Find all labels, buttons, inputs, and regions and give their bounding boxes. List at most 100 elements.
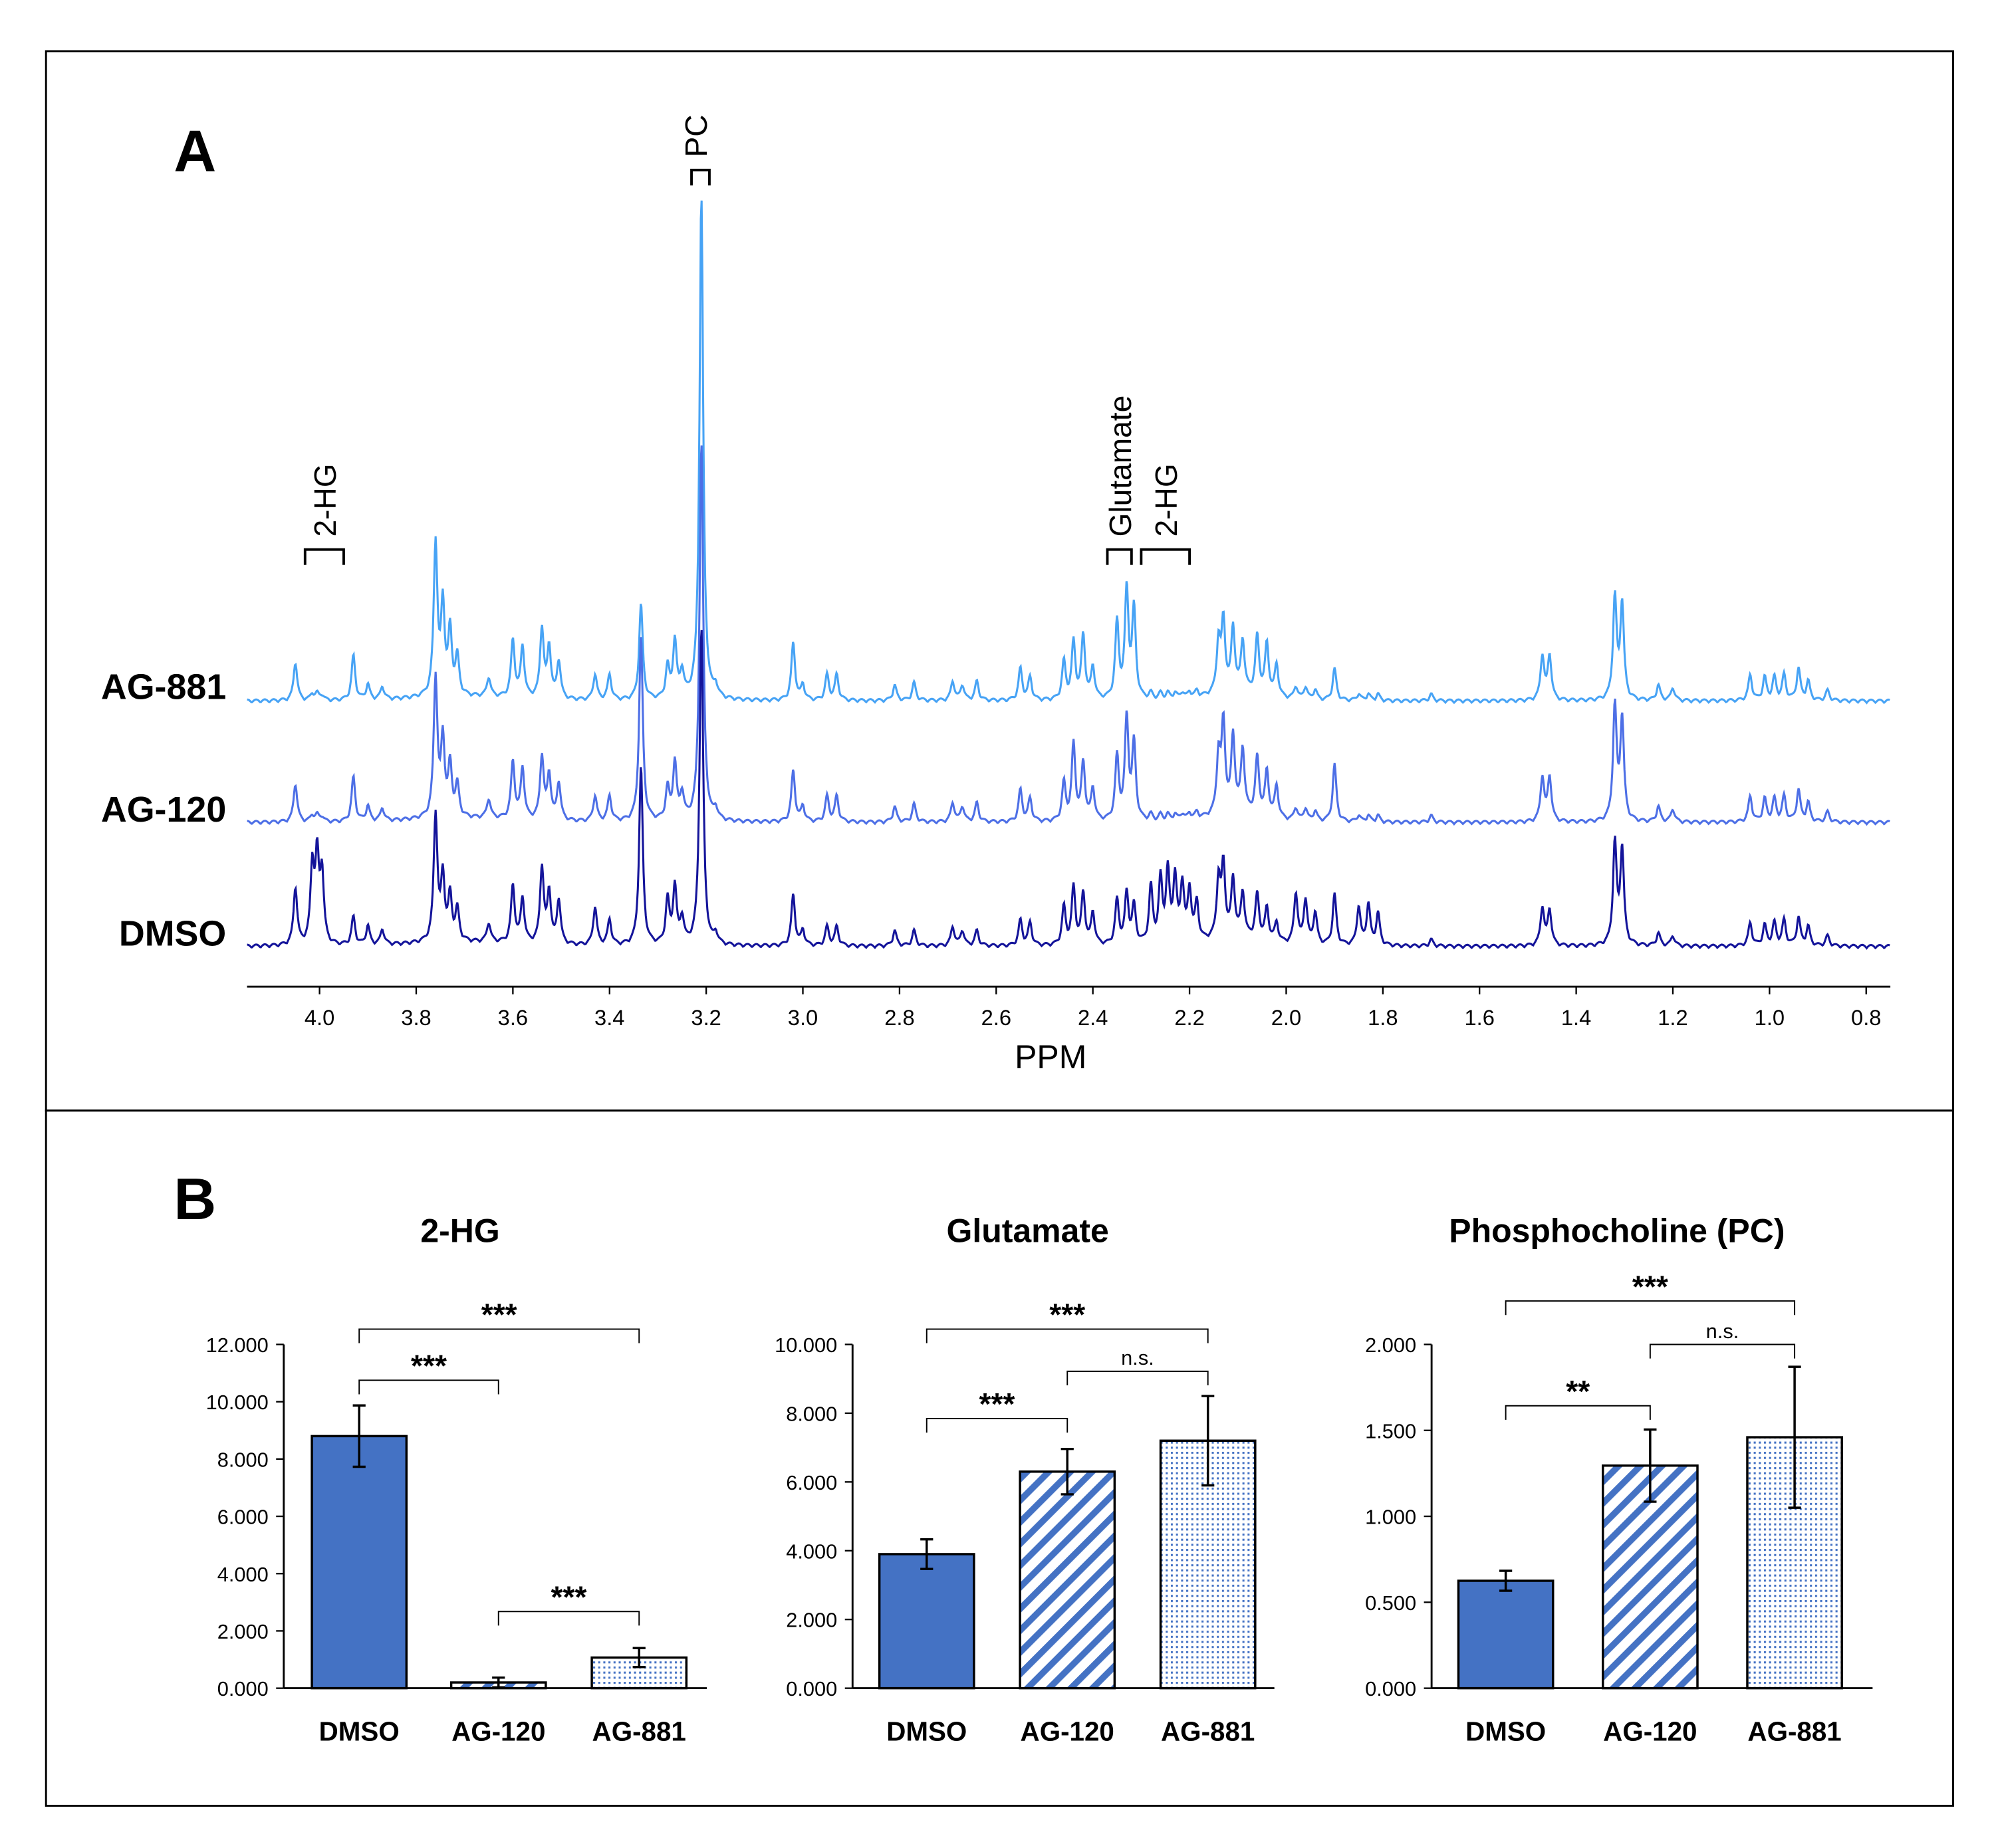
significance-label: *** bbox=[411, 1349, 447, 1383]
y-tick-label: 6.000 bbox=[217, 1506, 269, 1529]
x-tick-label: 1.0 bbox=[1755, 1005, 1785, 1030]
x-tick-label: 1.6 bbox=[1465, 1005, 1495, 1030]
spectrum-trace-ag-120 bbox=[247, 445, 1890, 826]
bar-chart-phosphocholine-pc-: Phosphocholine (PC) 0.000 0.500 1.000 1.500 2… bbox=[1365, 1213, 1873, 1746]
annotation-label: PC bbox=[679, 114, 713, 157]
error-bar bbox=[920, 1538, 934, 1570]
error-bar bbox=[1644, 1428, 1657, 1503]
category-label: AG-881 bbox=[1747, 1716, 1841, 1746]
spectrum-trace-ag-881 bbox=[247, 200, 1890, 705]
y-tick-label: 8.000 bbox=[217, 1448, 269, 1471]
error-bar bbox=[352, 1404, 366, 1468]
y-tick-label: 10.000 bbox=[206, 1391, 269, 1414]
annotation-label: 2-HG bbox=[1149, 463, 1184, 536]
bar-charts: 2-HG 0.000 2.000 4.000 6.000 8.000 10.000 12.00… bbox=[206, 1213, 1873, 1746]
annotation-label: Glutamate bbox=[1103, 396, 1138, 537]
bar-chart-2-hg: 2-HG 0.000 2.000 4.000 6.000 8.000 10.000 12.00… bbox=[206, 1213, 707, 1746]
y-tick-label: 2.000 bbox=[217, 1620, 269, 1643]
error-bar bbox=[632, 1647, 646, 1669]
error-bar bbox=[1788, 1365, 1801, 1509]
significance-bracket bbox=[1649, 1343, 1796, 1359]
sample-label-ag-120: AG-120 bbox=[101, 790, 226, 830]
significance-label: n.s. bbox=[1706, 1320, 1739, 1343]
category-label: AG-120 bbox=[1603, 1716, 1697, 1746]
error-bar bbox=[492, 1676, 505, 1689]
y-tick-label: 2.000 bbox=[1365, 1333, 1416, 1357]
significance-bracket bbox=[1066, 1370, 1209, 1385]
category-label: AG-881 bbox=[592, 1716, 686, 1746]
significance-bracket bbox=[358, 1379, 499, 1395]
spectrum-trace-dmso bbox=[247, 630, 1890, 950]
significance-label: *** bbox=[1049, 1298, 1085, 1332]
y-tick-label: 1.000 bbox=[1365, 1506, 1416, 1529]
bar-dmso bbox=[311, 1435, 408, 1690]
bar-chart-glutamate: Glutamate 0.000 2.000 4.000 6.000 8.000 10.000… bbox=[775, 1213, 1275, 1746]
y-tick-label: 4.000 bbox=[786, 1540, 837, 1563]
category-label: AG-120 bbox=[451, 1716, 545, 1746]
significance-bracket bbox=[1505, 1300, 1796, 1316]
x-axis-title: PPM bbox=[1015, 1038, 1086, 1076]
category-label: DMSO bbox=[886, 1716, 967, 1746]
category-label: DMSO bbox=[1465, 1716, 1546, 1746]
y-tick-label: 2.000 bbox=[786, 1609, 837, 1632]
y-tick-label: 10.000 bbox=[775, 1333, 837, 1357]
y-tick-label: 6.000 bbox=[786, 1471, 837, 1494]
x-tick-label: 1.8 bbox=[1368, 1005, 1398, 1030]
significance-label: *** bbox=[1632, 1269, 1668, 1304]
y-tick-label: 1.500 bbox=[1365, 1419, 1416, 1443]
annotation-bracket bbox=[690, 168, 711, 185]
chart-title: Phosphocholine (PC) bbox=[1449, 1213, 1785, 1250]
panel-b-frame bbox=[45, 1109, 1954, 1807]
significance-label: *** bbox=[979, 1387, 1015, 1421]
sample-label-dmso: DMSO bbox=[119, 914, 226, 954]
category-label: DMSO bbox=[319, 1716, 400, 1746]
bar-dmso bbox=[1457, 1579, 1555, 1690]
x-tick-label: 1.4 bbox=[1561, 1005, 1591, 1030]
error-bar bbox=[1060, 1447, 1074, 1496]
significance-label: *** bbox=[481, 1298, 517, 1332]
significance-bracket bbox=[497, 1611, 640, 1626]
x-tick-label: 3.2 bbox=[691, 1005, 721, 1030]
annotation-bracket bbox=[1140, 548, 1191, 565]
significance-label: *** bbox=[551, 1580, 587, 1615]
category-label: AG-881 bbox=[1161, 1716, 1255, 1746]
category-label: AG-120 bbox=[1021, 1716, 1114, 1746]
y-tick-label: 12.000 bbox=[206, 1333, 269, 1357]
significance-label: ** bbox=[1566, 1374, 1590, 1409]
x-tick-label: 2.8 bbox=[884, 1005, 914, 1030]
annotation-bracket bbox=[303, 548, 345, 565]
error-bar bbox=[1499, 1569, 1513, 1592]
bar-dmso bbox=[878, 1553, 975, 1690]
sample-label-ag-881: AG-881 bbox=[101, 667, 226, 707]
x-tick-label: 3.4 bbox=[594, 1005, 624, 1030]
chart-title: Glutamate bbox=[946, 1213, 1108, 1250]
significance-bracket bbox=[1505, 1405, 1651, 1420]
annotation-bracket bbox=[1106, 548, 1133, 565]
x-tick-label: 4.0 bbox=[305, 1005, 334, 1030]
x-tick-label: 0.8 bbox=[1851, 1005, 1881, 1030]
y-tick-label: 0.000 bbox=[217, 1677, 269, 1700]
significance-bracket bbox=[358, 1328, 640, 1343]
significance-bracket bbox=[926, 1418, 1068, 1433]
significance-bracket bbox=[926, 1328, 1209, 1343]
panel-b-label: B bbox=[174, 1166, 216, 1232]
x-tick-label: 2.4 bbox=[1078, 1005, 1108, 1030]
x-tick-label: 3.6 bbox=[498, 1005, 528, 1030]
y-tick-label: 8.000 bbox=[786, 1402, 837, 1425]
y-tick-label: 0.500 bbox=[1365, 1591, 1416, 1615]
nmr-spectrum-chart: 4.0 3.8 3.6 3.4 3.2 3.0 2.8 2.6 2.4 2.2 2.0 1.8 1.6 1… bbox=[101, 114, 1891, 1076]
x-tick-label: 2.0 bbox=[1271, 1005, 1301, 1030]
x-tick-label: 3.8 bbox=[401, 1005, 431, 1030]
panel-a-label: A bbox=[174, 118, 216, 184]
x-tick-label: 2.6 bbox=[981, 1005, 1011, 1030]
x-tick-label: 3.0 bbox=[788, 1005, 818, 1030]
bar-ag-120 bbox=[1019, 1470, 1116, 1690]
error-bar bbox=[1201, 1395, 1215, 1487]
chart-title: 2-HG bbox=[420, 1213, 499, 1250]
panel-a-frame bbox=[45, 50, 1954, 1112]
x-tick-label: 1.2 bbox=[1658, 1005, 1687, 1030]
y-tick-label: 0.000 bbox=[786, 1677, 837, 1700]
significance-label: n.s. bbox=[1121, 1346, 1154, 1369]
x-tick-label: 2.2 bbox=[1174, 1005, 1204, 1030]
